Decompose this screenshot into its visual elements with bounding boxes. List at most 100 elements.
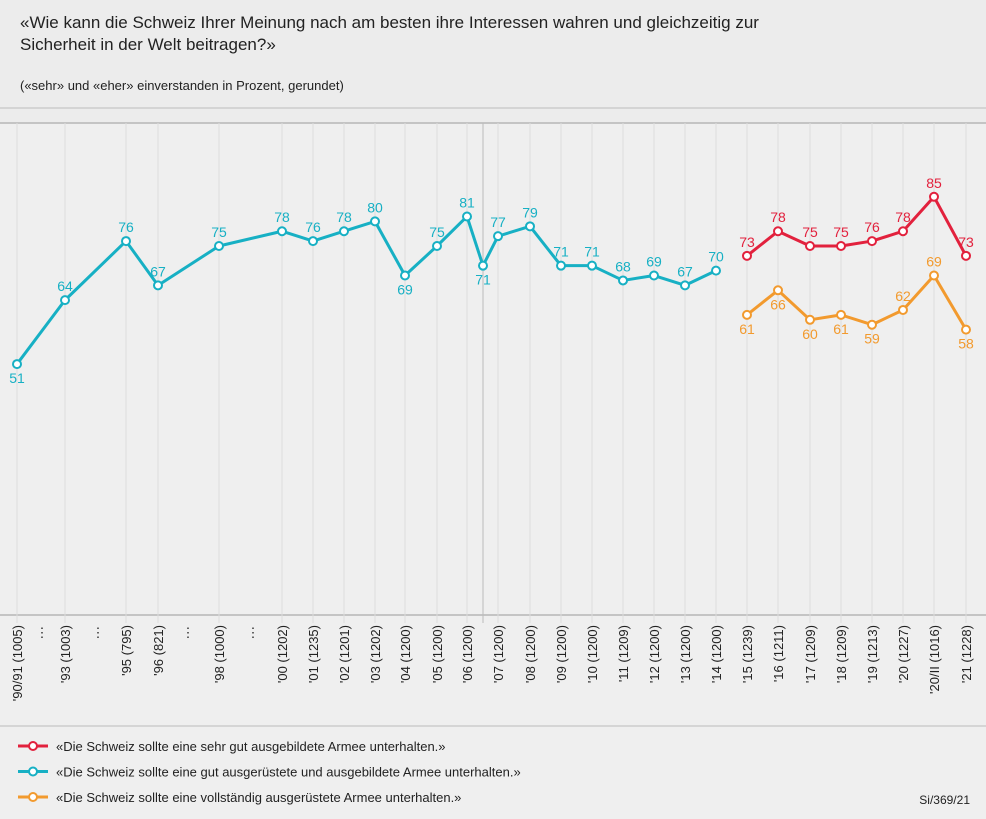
legend-label: «Die Schweiz sollte eine sehr gut ausgeb… [56,739,446,754]
marker [773,226,783,237]
x-tick-label: '07 (1200) [491,625,506,683]
marker [121,236,131,247]
x-tick-label: '90/91 (1005) [10,625,25,701]
x-tick-label: '16 (1211) [771,625,786,682]
marker [773,285,783,296]
source: Si/369/21 [919,793,970,807]
x-tick-label: '98 (1000) [212,625,227,683]
marker [898,304,908,315]
axis-break: ⋮ [247,625,260,640]
marker [867,319,877,330]
marker [308,236,318,247]
data-label: 69 [926,254,942,270]
data-label: 71 [584,244,600,260]
x-tick-label: '20/II (1016) [927,625,942,694]
data-label: 78 [895,209,911,225]
marker [805,314,815,325]
x-tick-label: '11 (1209) [616,625,631,682]
x-tick-label: '95 (795) [119,625,134,676]
data-label: 75 [429,224,445,240]
data-label: 61 [833,321,849,337]
x-tick-label: '18 (1209) [834,625,849,683]
data-label: 75 [211,224,227,240]
marker [742,250,752,261]
data-label: 73 [739,234,755,250]
data-label: 68 [615,258,631,274]
data-label: 81 [459,194,475,210]
data-label: 67 [150,263,166,279]
legend-label: «Die Schweiz sollte eine gut ausgerüstet… [56,765,521,780]
data-label: 76 [305,219,321,235]
x-tick-label: '96 (821) [151,625,166,676]
x-tick-label: '06 (1200) [460,625,475,683]
data-label: 78 [336,209,352,225]
data-label: 77 [490,214,506,230]
data-label: 51 [9,370,25,386]
marker [898,226,908,237]
series-line [746,195,968,258]
axis-break: ⋮ [182,625,195,640]
legend-marker [28,766,38,777]
header-bg [0,0,986,122]
chart-subtitle: («sehr» und «eher» einverstanden in Proz… [20,78,344,93]
x-tick-label: '04 (1200) [398,625,413,683]
marker [711,265,721,276]
marker [339,226,349,237]
marker [742,309,752,320]
data-label: 64 [57,278,73,294]
x-tick-label: '21 (1228) [959,625,974,683]
x-tick-label: '10 (1200) [585,625,600,683]
x-tick-label: '17 (1209) [803,625,818,683]
marker [556,260,566,271]
marker [400,270,410,281]
data-label: 71 [475,272,491,288]
marker [836,241,846,251]
data-label: 60 [802,326,818,342]
marker [493,231,503,242]
marker [836,309,846,320]
legend-label: «Die Schweiz sollte eine vollständig aus… [56,790,461,805]
data-label: 78 [274,209,290,225]
data-label: 71 [553,244,569,260]
marker [618,275,628,286]
data-label: 69 [646,254,662,270]
axis-break: ⋮ [36,625,49,640]
x-tick-label: '12 (1200) [647,625,662,683]
marker [867,236,877,247]
marker [478,260,488,271]
x-tick-label: '09 (1200) [554,625,569,683]
data-label: 75 [833,224,849,240]
data-label: 76 [118,219,134,235]
x-tick-label: '20 (1227) [896,625,911,683]
data-label: 73 [958,234,974,250]
data-label: 59 [864,331,880,347]
marker [60,295,70,306]
series-line [746,274,968,331]
legend-marker [28,741,38,751]
x-tick-label: '05 (1200) [430,625,445,683]
marker [961,250,971,261]
data-label: 70 [708,249,724,265]
data-label: 85 [926,175,942,191]
data-label: 67 [677,263,693,279]
marker [432,241,442,251]
data-label: 69 [397,282,413,298]
data-label: 62 [895,288,911,304]
data-label: 75 [802,224,818,240]
data-label: 66 [770,296,786,312]
marker [929,270,939,281]
x-tick-label: '15 (1239) [740,625,755,683]
data-label: 80 [367,199,383,215]
marker [370,216,380,227]
data-label: 78 [770,209,786,225]
marker [649,270,659,281]
marker [805,241,815,251]
legend-marker [28,792,38,802]
x-tick-label: '93 (1003) [58,625,73,683]
marker [680,280,690,291]
x-tick-label: '08 (1200) [523,625,538,683]
marker [214,241,224,251]
data-label: 76 [864,219,880,235]
marker [153,280,163,291]
x-tick-label: '03 (1202) [368,625,383,683]
